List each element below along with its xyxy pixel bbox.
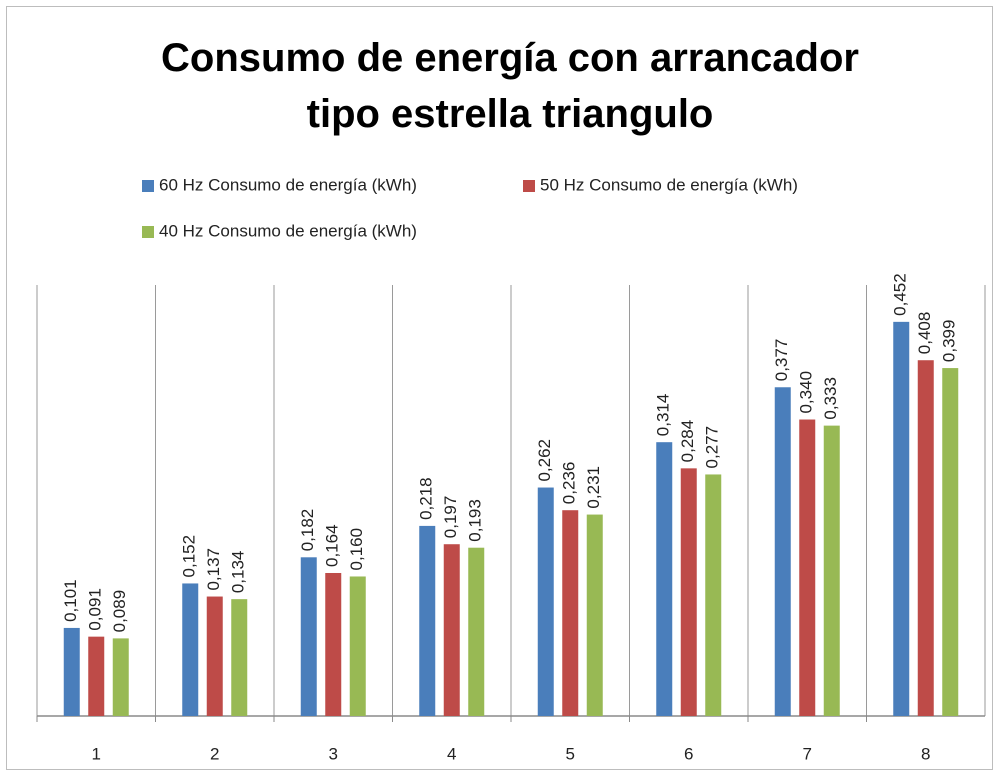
- bar: [917, 360, 934, 716]
- bar: [942, 368, 959, 716]
- data-label: 0,091: [86, 588, 105, 631]
- bar: [799, 419, 816, 716]
- data-label: 0,164: [323, 524, 342, 567]
- bar: [705, 474, 722, 716]
- bar: [349, 576, 366, 716]
- chart-frame: [6, 6, 993, 770]
- x-tick-label: 2: [210, 744, 219, 763]
- data-label: 0,236: [560, 462, 579, 505]
- bar: [537, 487, 554, 716]
- bar: [325, 572, 342, 716]
- data-label: 0,193: [466, 499, 485, 542]
- bar: [656, 442, 673, 716]
- data-label: 0,408: [915, 312, 934, 355]
- bar: [206, 596, 223, 716]
- x-tick-label: 4: [447, 744, 456, 763]
- data-label: 0,089: [110, 590, 129, 633]
- x-tick-label: 3: [329, 744, 338, 763]
- bar: [419, 525, 436, 716]
- bar: [823, 425, 840, 716]
- data-label: 0,340: [797, 371, 816, 414]
- data-label: 0,377: [772, 339, 791, 382]
- legend-label: 60 Hz Consumo de energía (kWh): [159, 175, 417, 194]
- bar: [112, 638, 129, 716]
- data-label: 0,218: [417, 477, 436, 520]
- data-label: 0,101: [61, 579, 80, 622]
- bar: [893, 321, 910, 716]
- bar: [468, 547, 485, 716]
- bar: [300, 557, 317, 716]
- data-label: 0,333: [821, 377, 840, 420]
- chart-title: Consumo de energía con arrancador tipo e…: [161, 36, 859, 136]
- data-label: 0,160: [347, 528, 366, 571]
- data-label: 0,314: [654, 394, 673, 437]
- bar: [562, 510, 579, 716]
- data-label: 0,152: [180, 535, 199, 578]
- x-tick-label: 5: [566, 744, 575, 763]
- data-label: 0,134: [229, 551, 248, 594]
- bar: [231, 599, 248, 716]
- data-label: 0,452: [891, 273, 910, 316]
- x-tick-label: 7: [803, 744, 812, 763]
- bar: [443, 544, 460, 716]
- legend-label: 40 Hz Consumo de energía (kWh): [159, 221, 417, 240]
- bar: [88, 636, 105, 716]
- data-label: 0,399: [940, 320, 959, 363]
- data-label: 0,137: [204, 548, 223, 591]
- bar: [63, 627, 80, 716]
- legend-swatch: [523, 180, 535, 192]
- x-tick-label: 6: [684, 744, 693, 763]
- data-label: 0,197: [441, 496, 460, 539]
- legend-label: 50 Hz Consumo de energía (kWh): [540, 175, 798, 194]
- data-label: 0,284: [678, 420, 697, 463]
- bar: [182, 583, 199, 716]
- legend-swatch: [142, 226, 154, 238]
- data-label: 0,231: [584, 466, 603, 509]
- x-tick-label: 1: [92, 744, 101, 763]
- data-label: 0,262: [535, 439, 554, 482]
- legend-swatch: [142, 180, 154, 192]
- bar: [586, 514, 603, 716]
- bar: [680, 468, 697, 716]
- x-tick-label: 8: [921, 744, 930, 763]
- data-label: 0,182: [298, 509, 317, 552]
- data-label: 0,277: [703, 426, 722, 469]
- bar: [774, 387, 791, 716]
